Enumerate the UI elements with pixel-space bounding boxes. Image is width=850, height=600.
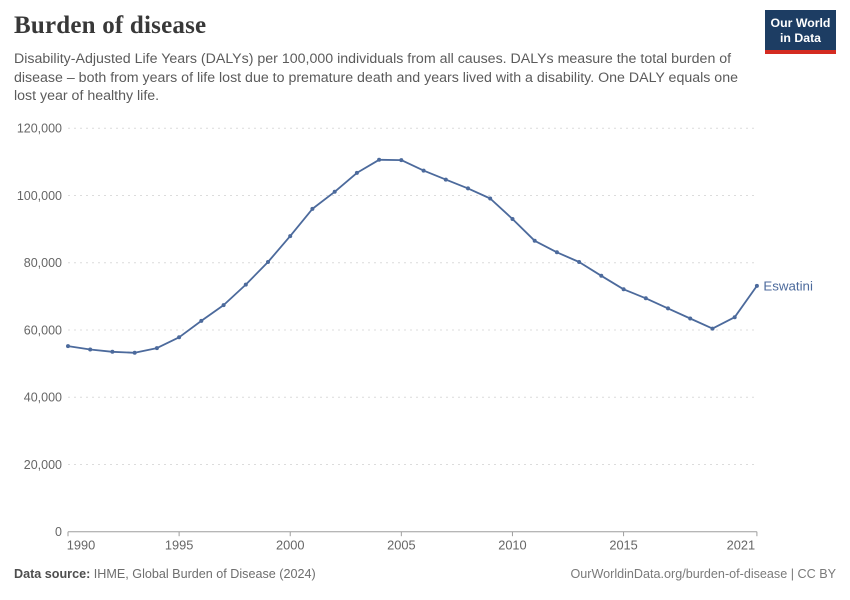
- chart-subtitle: Disability-Adjusted Life Years (DALYs) p…: [14, 51, 738, 105]
- data-point[interactable]: [732, 315, 737, 320]
- data-point[interactable]: [399, 158, 404, 163]
- y-tick-label: 80,000: [24, 256, 62, 270]
- data-point[interactable]: [421, 168, 426, 173]
- y-grid: 0 20,000 40,000 60,000 80,000 100,000 120,000: [17, 122, 757, 539]
- data-point[interactable]: [288, 234, 293, 239]
- data-point[interactable]: [510, 217, 515, 221]
- y-tick-label: 0: [55, 525, 62, 539]
- data-point[interactable]: [221, 303, 226, 308]
- x-tick-label: 2010: [498, 538, 526, 553]
- data-point[interactable]: [154, 346, 159, 351]
- chart-footer: Data source: IHME, Global Burden of Dise…: [14, 567, 836, 581]
- data-point[interactable]: [577, 260, 582, 264]
- data-point[interactable]: [177, 335, 182, 340]
- x-tick-label: 2021: [727, 538, 755, 553]
- y-tick-label: 100,000: [17, 189, 62, 203]
- data-point[interactable]: [66, 344, 70, 349]
- data-point[interactable]: [688, 316, 693, 321]
- x-axis: 1990 1995 2000 2005 2010 2015 2021: [67, 531, 758, 553]
- data-point[interactable]: [88, 347, 93, 352]
- x-tick-label: 2005: [387, 538, 415, 553]
- y-tick-label: 20,000: [24, 458, 62, 472]
- data-point[interactable]: [532, 238, 537, 243]
- data-point[interactable]: [710, 326, 715, 331]
- x-tick-label: 2000: [276, 538, 304, 553]
- data-point[interactable]: [754, 283, 759, 288]
- data-point[interactable]: [443, 177, 448, 182]
- data-point[interactable]: [132, 350, 137, 355]
- owid-logo-line2: in Data: [780, 30, 821, 45]
- data-line[interactable]: [67, 158, 758, 354]
- owid-logo-box: Our World in Data: [765, 10, 836, 50]
- data-point[interactable]: [643, 296, 648, 301]
- owid-logo[interactable]: Our World in Data: [765, 10, 836, 54]
- y-tick-label: 120,000: [17, 122, 62, 136]
- data-source-note: Data source: IHME, Global Burden of Dise…: [14, 567, 316, 581]
- entity-label[interactable]: Eswatini: [763, 278, 813, 293]
- chart-header: Burden of disease Disability-Adjusted Li…: [14, 10, 836, 106]
- owid-logo-line1: Our World: [770, 16, 831, 30]
- data-point[interactable]: [243, 282, 248, 287]
- data-source-text: IHME, Global Burden of Disease (2024): [90, 567, 316, 581]
- data-point[interactable]: [266, 260, 270, 264]
- data-point[interactable]: [554, 250, 559, 255]
- data-point[interactable]: [199, 318, 204, 323]
- data-point[interactable]: [310, 206, 315, 211]
- y-tick-label: 60,000: [24, 323, 62, 337]
- series-eswatini[interactable]: Eswatini: [66, 157, 813, 355]
- data-point[interactable]: [110, 349, 115, 354]
- data-point[interactable]: [621, 287, 626, 292]
- x-tick-label: 2015: [609, 538, 637, 553]
- data-source-label: Data source:: [14, 567, 91, 581]
- page-title: Burden of disease: [14, 12, 207, 39]
- data-point[interactable]: [488, 196, 493, 201]
- license-link[interactable]: OurWorldinData.org/burden-of-disease | C…: [570, 567, 836, 581]
- data-point[interactable]: [466, 186, 470, 191]
- data-point[interactable]: [377, 157, 382, 162]
- data-point[interactable]: [599, 273, 604, 278]
- data-point[interactable]: [354, 170, 359, 175]
- owid-logo-red-bar: [765, 50, 836, 54]
- y-tick-label: 40,000: [24, 391, 62, 405]
- data-point[interactable]: [332, 189, 337, 194]
- x-tick-label: 1995: [165, 538, 193, 553]
- data-point[interactable]: [666, 306, 670, 311]
- x-tick-label: 1990: [67, 538, 95, 553]
